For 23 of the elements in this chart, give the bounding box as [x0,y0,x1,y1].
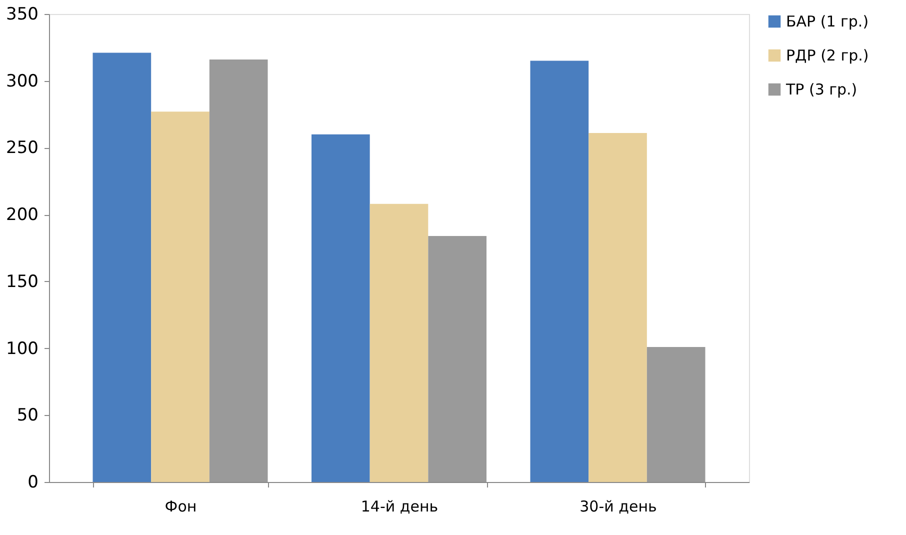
bar [530,60,589,482]
y-tick-label: 50 [16,406,38,426]
bar [370,204,428,482]
bar [312,134,370,482]
y-tick-label: 300 [6,71,38,92]
x-tick-label: 14-й день [360,498,438,516]
legend-label: ТР (3 гр.) [785,80,858,98]
bar [588,133,647,482]
legend-label: РДР (2 гр.) [786,46,869,64]
bar [646,346,706,482]
y-tick-label: 350 [6,4,38,24]
y-tick-label: 150 [6,272,38,292]
bar [92,52,152,482]
y-tick-label: 100 [6,338,38,359]
x-tick-label: 30-й день [580,498,657,516]
bar [428,236,486,482]
y-tick-label: 200 [6,205,38,226]
x-tick-label: Фон [164,498,197,516]
legend-label: БАР (1 гр.) [786,12,869,30]
bar [209,59,268,482]
y-tick-label: 250 [6,138,38,158]
y-tick-label: 0 [28,472,38,492]
bar [151,112,210,482]
